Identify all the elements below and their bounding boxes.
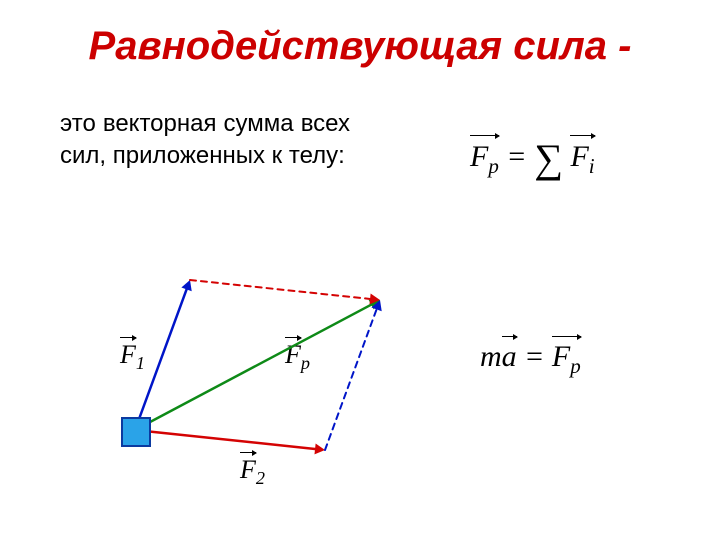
slide: { "title": { "text": "Равнодействующая с…	[0, 0, 720, 540]
slide-title: Равнодействующая сила -	[0, 24, 720, 69]
vector-Fp: Fp	[552, 340, 581, 379]
vector-a: a	[502, 340, 517, 374]
body-text: это векторная сумма всех сил, приложенны…	[60, 108, 350, 173]
equals: =	[524, 340, 552, 373]
equals: =	[506, 140, 534, 173]
subscript-p: p	[488, 154, 499, 178]
vector-Fi: Fi	[570, 140, 594, 179]
subscript-i: i	[589, 154, 595, 178]
formula-sum: Fp = ∑ Fi	[470, 135, 595, 182]
symbol-F: F	[552, 340, 570, 373]
symbol-m: m	[480, 340, 502, 373]
vector-Fp: Fp	[470, 140, 499, 179]
sigma: ∑	[534, 136, 563, 181]
force-diagram	[80, 240, 420, 480]
subscript-p: p	[570, 354, 581, 378]
symbol-F: F	[470, 140, 488, 173]
symbol-a: a	[502, 340, 517, 373]
formula-newton: m a = Fp	[480, 340, 581, 379]
symbol-F: F	[570, 140, 588, 173]
